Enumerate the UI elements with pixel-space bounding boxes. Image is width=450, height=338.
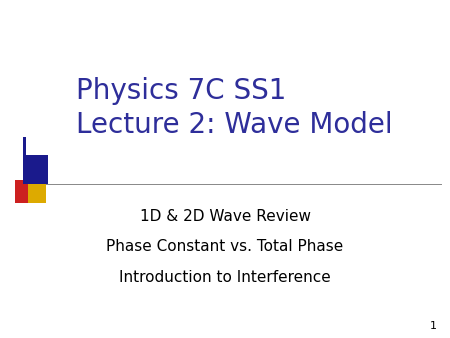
Text: Introduction to Interference: Introduction to Interference [119,270,331,285]
Text: Phase Constant vs. Total Phase: Phase Constant vs. Total Phase [106,239,344,254]
Bar [28,183,46,203]
Text: 1: 1 [429,321,436,331]
Text: Physics 7C SS1
Lecture 2: Wave Model: Physics 7C SS1 Lecture 2: Wave Model [76,77,393,140]
Bar [23,137,26,184]
Bar [15,180,36,203]
Text: 1D & 2D Wave Review: 1D & 2D Wave Review [140,209,310,224]
Bar [25,155,48,184]
